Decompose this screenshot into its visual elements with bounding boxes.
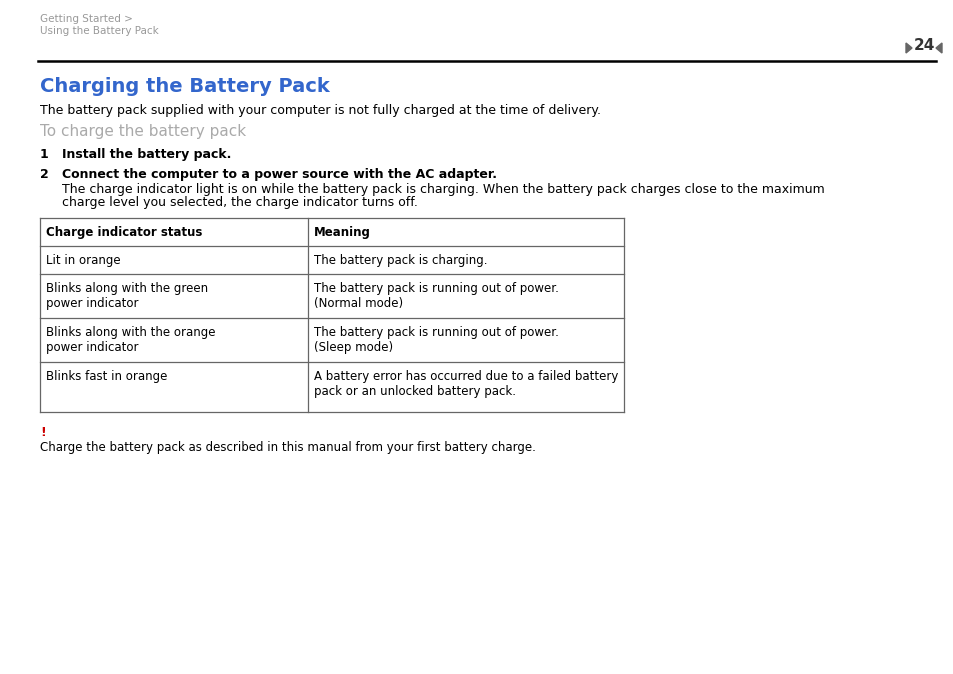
Text: Blinks fast in orange: Blinks fast in orange — [46, 370, 167, 383]
Text: !: ! — [40, 426, 46, 439]
Text: Lit in orange: Lit in orange — [46, 254, 120, 267]
Text: The battery pack is charging.: The battery pack is charging. — [314, 254, 487, 267]
Text: 24: 24 — [912, 38, 934, 53]
Text: 1: 1 — [40, 148, 49, 161]
Text: Charge the battery pack as described in this manual from your first battery char: Charge the battery pack as described in … — [40, 441, 536, 454]
Text: A battery error has occurred due to a failed battery
pack or an unlocked battery: A battery error has occurred due to a fa… — [314, 370, 618, 398]
Text: Charging the Battery Pack: Charging the Battery Pack — [40, 77, 330, 96]
Text: Blinks along with the orange
power indicator: Blinks along with the orange power indic… — [46, 326, 215, 354]
Polygon shape — [905, 43, 911, 53]
Text: Connect the computer to a power source with the AC adapter.: Connect the computer to a power source w… — [62, 168, 497, 181]
Text: The battery pack supplied with your computer is not fully charged at the time of: The battery pack supplied with your comp… — [40, 104, 600, 117]
Text: Meaning: Meaning — [314, 226, 371, 239]
Text: To charge the battery pack: To charge the battery pack — [40, 124, 246, 139]
Text: The charge indicator light is on while the battery pack is charging. When the ba: The charge indicator light is on while t… — [62, 183, 824, 196]
Polygon shape — [935, 43, 941, 53]
Text: Blinks along with the green
power indicator: Blinks along with the green power indica… — [46, 282, 208, 310]
Text: Install the battery pack.: Install the battery pack. — [62, 148, 232, 161]
Text: The battery pack is running out of power.
(Normal mode): The battery pack is running out of power… — [314, 282, 558, 310]
Text: charge level you selected, the charge indicator turns off.: charge level you selected, the charge in… — [62, 196, 417, 209]
Text: The battery pack is running out of power.
(Sleep mode): The battery pack is running out of power… — [314, 326, 558, 354]
Text: Getting Started >: Getting Started > — [40, 14, 132, 24]
Text: 2: 2 — [40, 168, 49, 181]
Text: Charge indicator status: Charge indicator status — [46, 226, 202, 239]
Text: Using the Battery Pack: Using the Battery Pack — [40, 26, 158, 36]
